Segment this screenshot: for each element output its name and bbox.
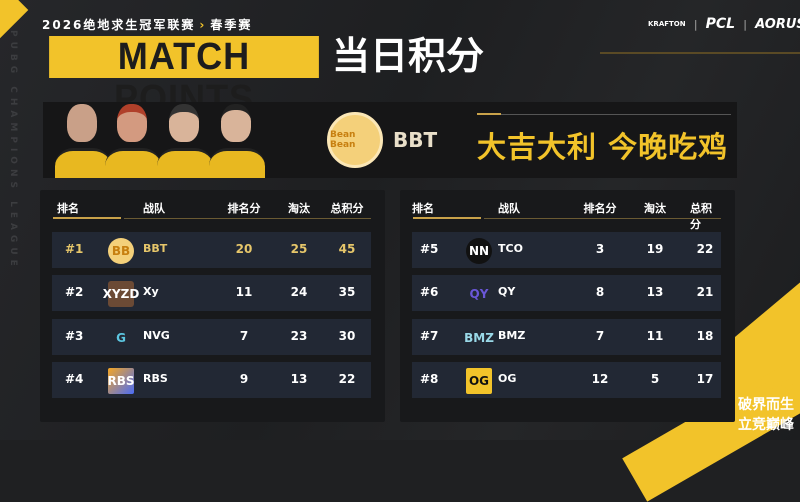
table-row[interactable]: #1 BB BBT 20 25 45	[52, 232, 371, 268]
team-name: QY	[498, 285, 516, 298]
team-logo-icon: BMZ	[464, 331, 494, 345]
table-row[interactable]: #8 OG OG 12 5 17	[412, 362, 721, 398]
team-logo-icon: OG	[466, 368, 492, 394]
kill-points: 13	[290, 372, 308, 386]
placement-points: 7	[239, 329, 249, 343]
pcl-logo: PCL	[705, 16, 736, 32]
col-kills: 淘汰	[288, 202, 310, 215]
winner-banner: Bean Bean BBT 大吉大利 今晚吃鸡	[43, 102, 737, 178]
col-total: 总积分	[690, 202, 712, 231]
total-points: 45	[338, 242, 356, 256]
table-row[interactable]: #2 XYZD Xy 11 24 35	[52, 275, 371, 311]
table-header: 排名 战队 排名分 淘汰 总积分	[40, 198, 385, 218]
team-name: TCO	[498, 242, 523, 255]
placement-points: 11	[235, 285, 253, 299]
table-header: 排名 战队 排名分 淘汰 总积分	[400, 198, 735, 231]
kill-points: 23	[290, 329, 308, 343]
rank: #4	[65, 372, 84, 386]
krafton-logo: KRAFTON	[648, 20, 686, 28]
header-underline	[413, 217, 481, 219]
placement-points: 9	[239, 372, 249, 386]
header-underline	[124, 218, 371, 219]
winner-team: BBT	[393, 128, 438, 152]
col-rank: 排名	[57, 202, 79, 215]
side-text: PUBG CHAMPIONS LEAGUE	[8, 30, 18, 271]
team-name: RBS	[143, 372, 168, 385]
player-photo	[157, 104, 213, 178]
player-photo	[105, 104, 161, 178]
team-name: BMZ	[498, 329, 526, 342]
kill-points: 5	[650, 372, 660, 386]
col-team: 战队	[143, 202, 165, 215]
table-row[interactable]: #5 NN TCO 3 19 22	[412, 232, 721, 268]
col-rank: 排名	[412, 202, 434, 215]
col-kills: 淘汰	[644, 202, 666, 215]
title-en: MATCH POINTS	[49, 36, 319, 120]
col-team: 战队	[498, 202, 520, 215]
player-photo	[55, 104, 111, 178]
rank: #3	[65, 329, 84, 343]
total-points: 35	[338, 285, 356, 299]
header-underline	[484, 218, 721, 219]
title-cn: 当日积分	[332, 34, 485, 78]
league-subtitle: 2026绝地求生冠军联赛 › 春季赛	[42, 18, 253, 32]
rank: #1	[65, 242, 84, 256]
table-row[interactable]: #4 RBS RBS 9 13 22	[52, 362, 371, 398]
placement-points: 12	[591, 372, 609, 386]
team-name: OG	[498, 372, 517, 385]
col-placement: 排名分	[227, 202, 261, 215]
total-points: 18	[696, 329, 714, 343]
placement-points: 20	[235, 242, 253, 256]
slogan-badge: 2026 破界而生 立竞巅峰	[738, 378, 794, 433]
total-points: 17	[696, 372, 714, 386]
rank: #5	[420, 242, 439, 256]
table-row[interactable]: #6 QY QY 8 13 21	[412, 275, 721, 311]
aorus-logo: AORUS	[755, 16, 800, 32]
team-logo-icon: G	[116, 331, 126, 345]
team-name: BBT	[143, 242, 168, 255]
team-name: Xy	[143, 285, 159, 298]
slogan: 大吉大利 今晚吃鸡	[477, 130, 729, 164]
placement-points: 7	[595, 329, 605, 343]
rank: #8	[420, 372, 439, 386]
kill-points: 25	[290, 242, 308, 256]
placement-points: 8	[595, 285, 605, 299]
team-logo-icon: QY	[469, 287, 489, 301]
bbt-logo: Bean Bean	[327, 112, 383, 168]
slogan-divider	[477, 113, 731, 115]
team-logo-icon: NN	[466, 238, 492, 264]
standings-right: 排名 战队 排名分 淘汰 总积分 #5 NN TCO 3 19 22 #6 QY…	[400, 190, 735, 422]
divider	[600, 52, 800, 54]
player-photo	[209, 104, 265, 178]
placement-points: 3	[595, 242, 605, 256]
team-logo-icon: BB	[108, 238, 134, 264]
rank: #6	[420, 285, 439, 299]
team-name: NVG	[143, 329, 170, 342]
standings-left: 排名 战队 排名分 淘汰 总积分 #1 BB BBT 20 25 45 #2 X…	[40, 190, 385, 422]
header-underline	[53, 217, 121, 219]
total-points: 22	[338, 372, 356, 386]
col-placement: 排名分	[583, 202, 617, 215]
table-row[interactable]: #3 G NVG 7 23 30	[52, 319, 371, 355]
team-logo-icon: RBS	[107, 368, 135, 394]
total-points: 30	[338, 329, 356, 343]
rank: #2	[65, 285, 84, 299]
sponsor-logos: KRAFTON| PCL| AORUS	[648, 16, 800, 32]
table-row[interactable]: #7 BMZ BMZ 7 11 18	[412, 319, 721, 355]
kill-points: 19	[646, 242, 664, 256]
kill-points: 11	[646, 329, 664, 343]
col-total: 总积分	[330, 202, 364, 215]
kill-points: 24	[290, 285, 308, 299]
total-points: 22	[696, 242, 714, 256]
team-logo-icon: XYZD	[103, 281, 139, 307]
total-points: 21	[696, 285, 714, 299]
rank: #7	[420, 329, 439, 343]
kill-points: 13	[646, 285, 664, 299]
